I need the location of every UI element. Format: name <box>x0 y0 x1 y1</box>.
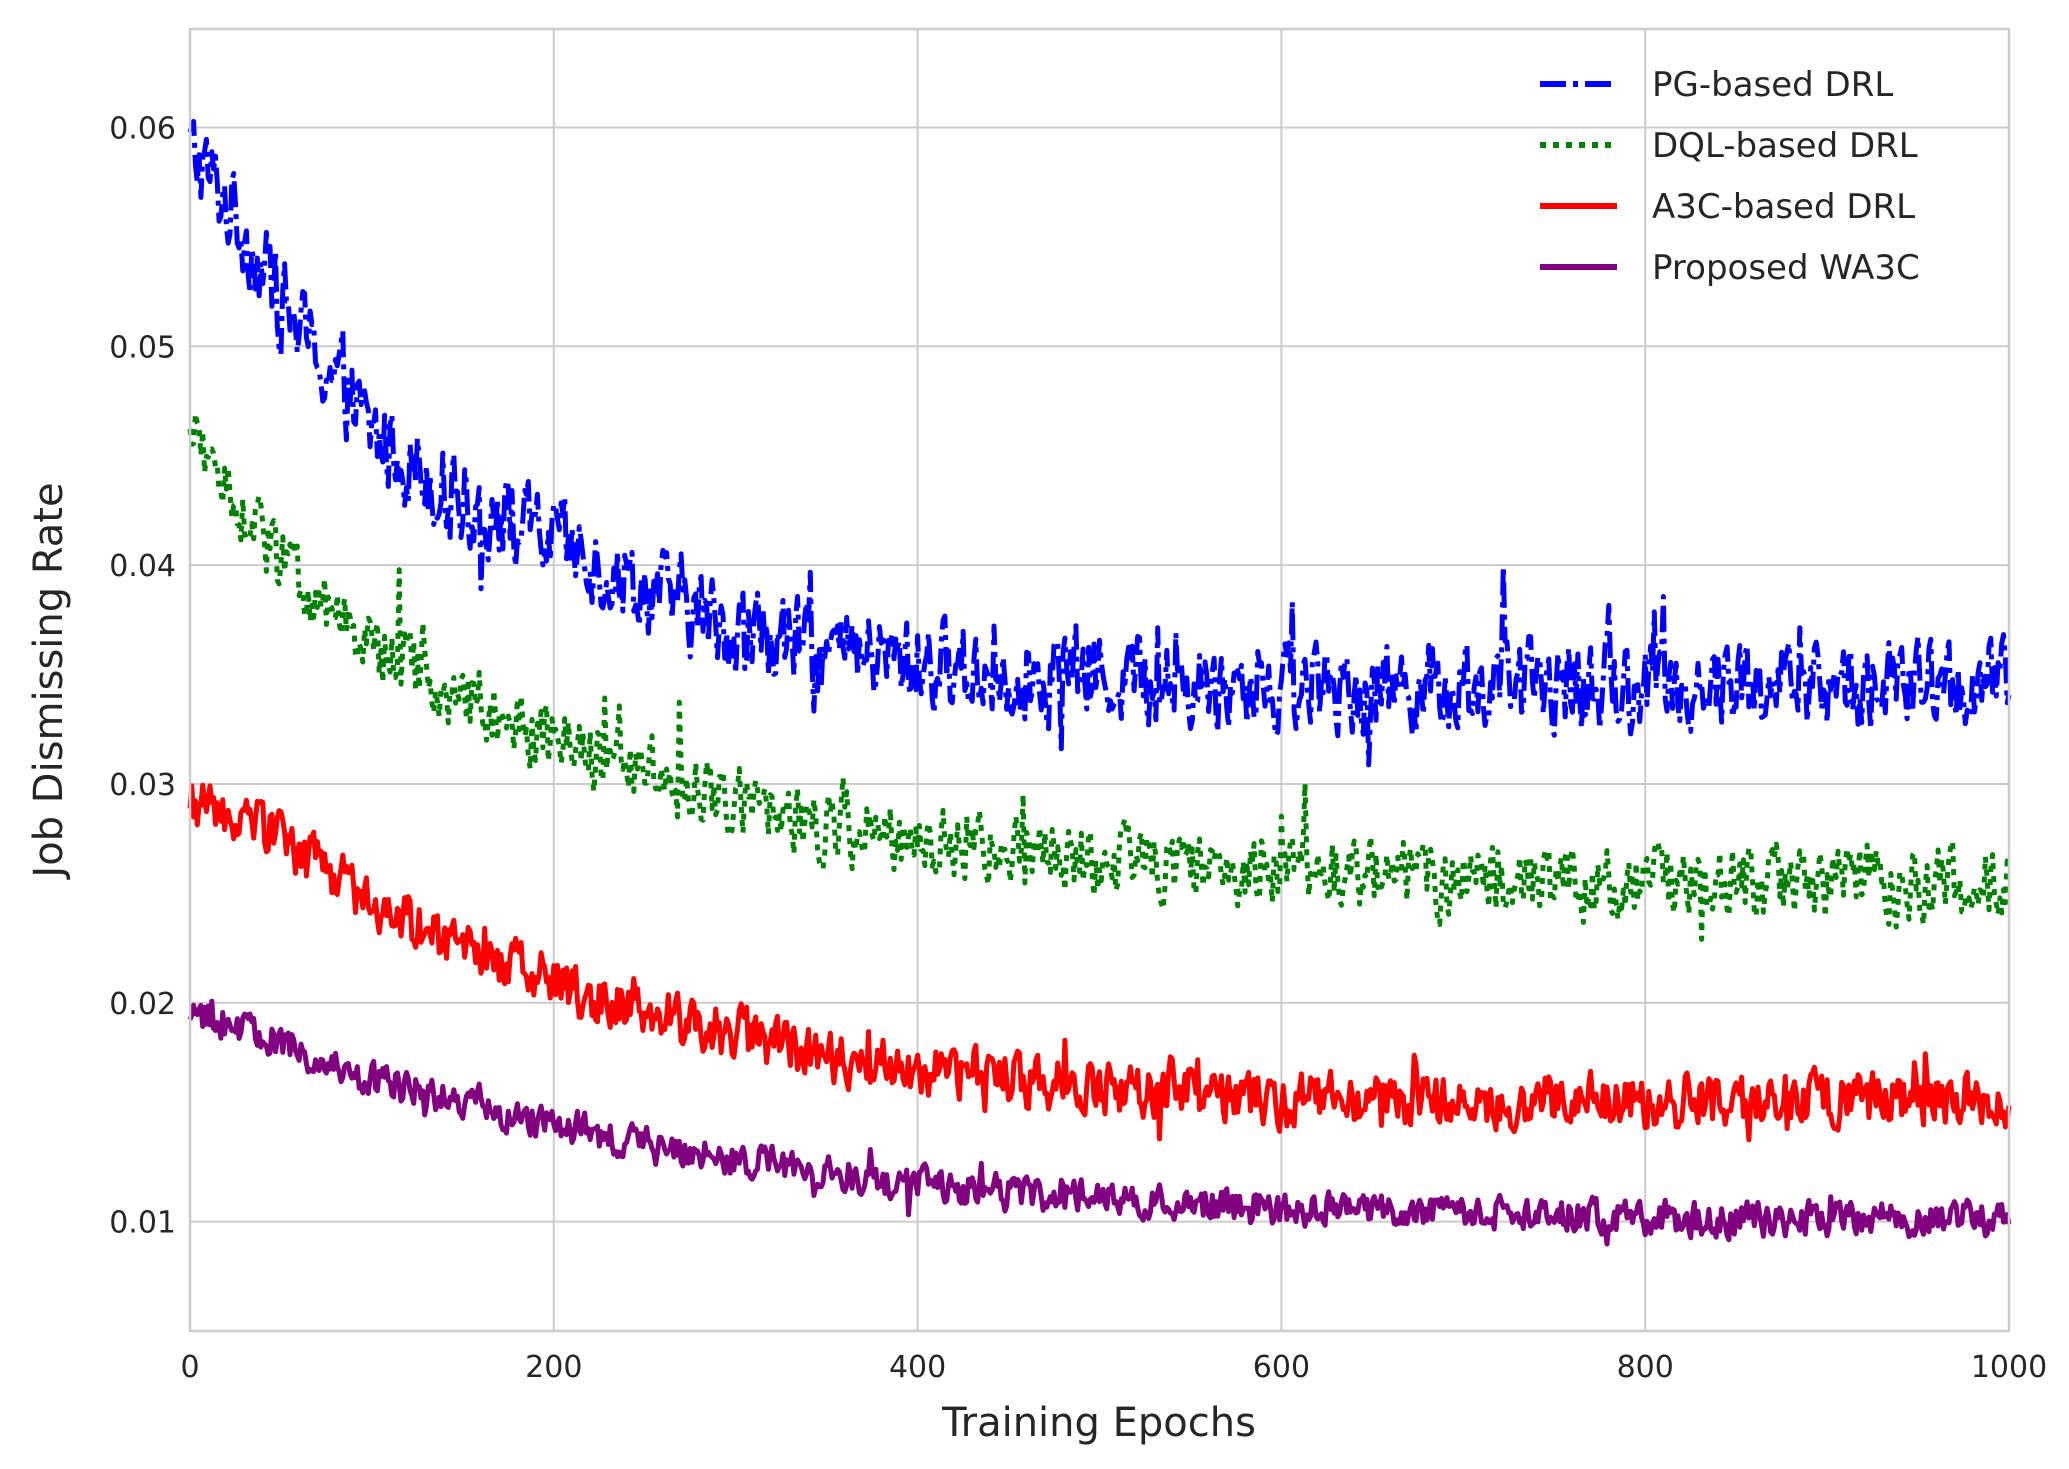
y-tick-label: 0.03 <box>109 768 176 803</box>
series-line-a3c-based-drl <box>187 782 2012 1143</box>
legend-label: A3C-based DRL <box>1652 187 1915 227</box>
x-tick-label: 800 <box>1617 1350 1674 1385</box>
legend: PG-based DRL DQL-based DRL A3C-based DRL Pr… <box>1540 65 1920 288</box>
x-axis-ticks: 0 200 400 600 800 1000 <box>180 1350 2047 1385</box>
x-tick-label: 200 <box>525 1350 582 1385</box>
series-line-proposed-wa3c <box>187 998 2012 1247</box>
y-tick-label: 0.01 <box>109 1206 176 1241</box>
y-axis-ticks: 0.01 0.02 0.03 0.04 0.05 0.06 <box>109 111 176 1240</box>
legend-label: PG-based DRL <box>1652 65 1893 105</box>
x-axis-label: Training Epochs <box>941 1400 1256 1446</box>
legend-label: Proposed WA3C <box>1652 248 1920 288</box>
y-axis-label: Job Dismissing Rate <box>26 482 72 880</box>
series-line-dql-based-drl <box>187 411 2011 942</box>
series-line-pg-based-drl <box>187 118 2012 768</box>
y-tick-label: 0.04 <box>109 549 176 584</box>
plot-frame <box>188 27 2011 1333</box>
x-tick-label: 0 <box>180 1350 199 1385</box>
legend-label: DQL-based DRL <box>1652 126 1918 166</box>
x-tick-label: 600 <box>1253 1350 1310 1385</box>
y-tick-label: 0.02 <box>109 987 176 1022</box>
series-layer <box>187 118 2012 1247</box>
y-tick-label: 0.06 <box>109 111 176 146</box>
x-tick-label: 400 <box>889 1350 946 1385</box>
y-tick-label: 0.05 <box>109 330 176 365</box>
x-tick-label: 1000 <box>1971 1350 2047 1385</box>
